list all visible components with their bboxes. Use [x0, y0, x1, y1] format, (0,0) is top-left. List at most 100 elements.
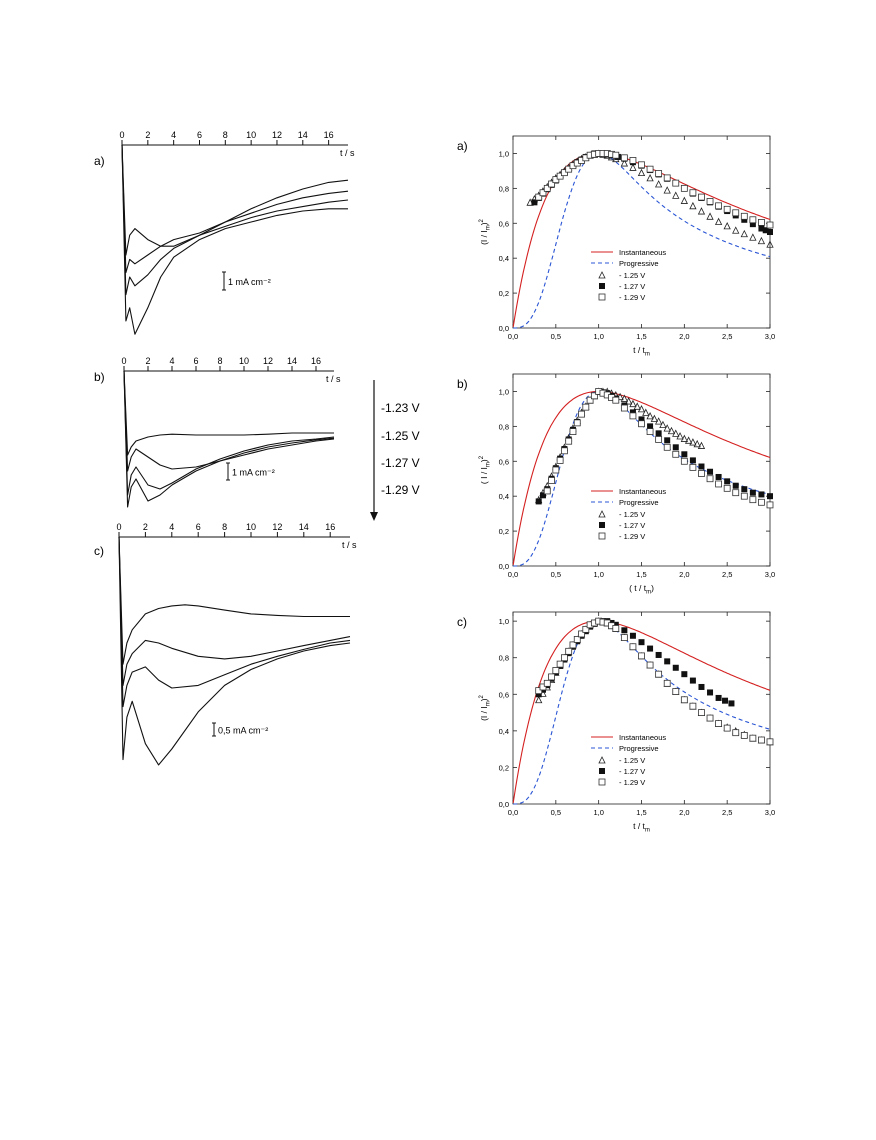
time-tick-label: 16: [325, 522, 335, 532]
data-point-open-square: [561, 654, 568, 662]
data-point-filled-square: [724, 478, 731, 485]
data-point-triangle: [723, 221, 731, 230]
data-point-triangle: [620, 394, 629, 402]
legend-label-potential: - 1.29 V: [619, 532, 645, 541]
data-point-open-square: [638, 161, 645, 169]
x-tick-label: 1,0: [593, 808, 603, 817]
data-point-triangle: [629, 399, 637, 408]
data-point-triangle: [680, 434, 688, 442]
y-tick-label: 0,0: [499, 562, 509, 571]
time-tick-label: 12: [263, 356, 273, 366]
data-point-open-square: [569, 428, 577, 436]
data-point-open-square: [548, 477, 555, 484]
data-point-open-square: [552, 176, 560, 184]
time-tick-label: 10: [246, 130, 256, 140]
y-tick-label: 0,0: [499, 324, 509, 333]
x-tick-label: 0,5: [551, 808, 561, 817]
legend-label-potential: - 1.25 V: [619, 271, 645, 280]
voltage-label-3: -1.27 V: [381, 456, 420, 470]
data-point-open-square: [689, 463, 697, 471]
data-point-open-square: [620, 634, 628, 641]
y-axis-label-main: (I / I: [479, 706, 489, 721]
data-point-triangle: [620, 159, 629, 167]
data-point-open-square: [646, 428, 654, 436]
current-transient-line: [123, 370, 334, 456]
time-tick-label: 0: [119, 130, 124, 140]
legend-label-potential: - 1.25 V: [619, 756, 645, 765]
data-point-filled-square: [715, 473, 722, 480]
x-axis-label: t / tm: [633, 821, 650, 834]
instantaneous-model-line: [512, 620, 771, 803]
data-point-filled-square: [535, 498, 542, 505]
data-point-filled-square: [638, 416, 645, 423]
time-tick-label: 16: [311, 356, 321, 366]
time-tick-label: 14: [287, 356, 297, 366]
data-point-open-square: [552, 466, 560, 474]
data-point-open-square: [565, 165, 573, 173]
data-point-filled-square: [621, 627, 628, 634]
progressive-model-line: [513, 620, 771, 805]
time-tick-label: 16: [324, 130, 334, 140]
data-point-triangle: [646, 411, 654, 420]
data-point-open-square: [723, 724, 731, 732]
data-point-open-square: [732, 729, 740, 737]
data-point-open-square: [612, 625, 620, 632]
time-tick-label: 2: [145, 130, 150, 140]
data-point-filled-square: [655, 651, 662, 658]
data-point-open-square: [590, 392, 598, 400]
data-point-filled-square: [698, 463, 705, 470]
legend-label-potential: - 1.27 V: [619, 521, 645, 530]
data-point-filled-square: [638, 639, 645, 646]
current-transient-line: [123, 370, 335, 496]
y-tick-label: 1,0: [499, 617, 509, 626]
data-point-filled-square: [732, 482, 739, 489]
y-axis-label-tail: ): [479, 222, 489, 225]
time-tick-label: 14: [299, 522, 309, 532]
y-tick-label: 0,2: [499, 527, 509, 536]
current-transient-line: [121, 144, 348, 335]
data-point-triangle: [667, 426, 676, 435]
x-tick-label: 1,5: [636, 570, 646, 579]
data-point-triangle: [637, 405, 646, 413]
x-tick-label: 0,5: [551, 332, 561, 341]
data-point-triangle: [689, 438, 697, 446]
data-point-open-square: [598, 293, 606, 301]
data-point-triangle: [637, 168, 646, 177]
data-point-triangle: [697, 441, 706, 449]
data-point-filled-square: [647, 423, 654, 430]
y-axis-label: (I / Im)2: [479, 694, 492, 720]
instantaneous-model-line: [512, 390, 771, 565]
data-point-triangle: [697, 207, 706, 215]
x-tick-label: 2,5: [722, 808, 732, 817]
data-point-triangle: [732, 226, 740, 234]
data-point-open-square: [543, 184, 551, 192]
x-tick-label: 2,0: [679, 808, 689, 817]
data-point-filled-square: [689, 457, 696, 464]
data-point-open-square: [552, 667, 560, 674]
y-axis-label-superscript: 2: [479, 455, 485, 459]
legend-label-potential: - 1.27 V: [619, 282, 645, 291]
data-point-open-square: [766, 501, 774, 509]
time-tick-label: 12: [272, 130, 282, 140]
data-point-open-square: [715, 720, 722, 727]
data-point-filled-square: [741, 216, 748, 223]
time-tick-label: 8: [222, 522, 227, 532]
scale-bar-label: 1 mA cm⁻²: [232, 468, 275, 478]
x-axis-label-main: t / t: [633, 821, 645, 831]
time-tick-label: 10: [246, 522, 256, 532]
data-point-open-square: [758, 498, 765, 506]
y-tick-label: 0,8: [499, 184, 509, 193]
data-point-open-square: [706, 475, 714, 483]
data-point-filled-square: [681, 671, 688, 678]
data-point-open-square: [689, 189, 697, 197]
data-point-open-square: [689, 702, 697, 710]
legend-label-potential: - 1.25 V: [619, 510, 645, 519]
data-point-open-square: [556, 172, 564, 180]
time-tick-label: 6: [197, 130, 202, 140]
data-point-triangle: [629, 163, 637, 171]
current-transient-line: [121, 144, 349, 296]
panel-label: c): [94, 544, 104, 558]
y-tick-label: 0,0: [499, 800, 509, 809]
data-point-open-square: [706, 198, 714, 205]
data-point-triangle: [676, 432, 684, 440]
